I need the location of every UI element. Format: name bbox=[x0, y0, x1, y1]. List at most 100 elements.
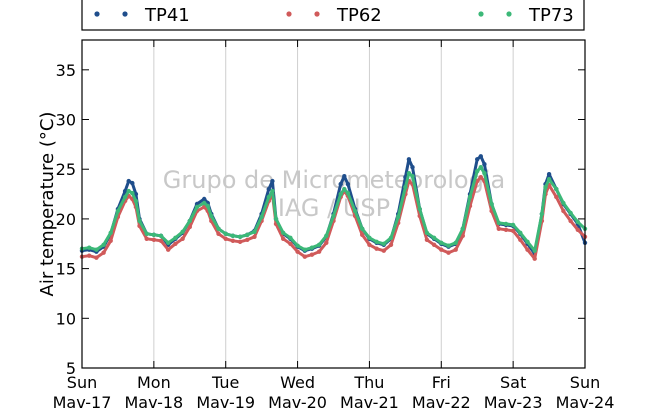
data-point bbox=[575, 227, 580, 232]
data-point bbox=[439, 240, 444, 245]
data-point bbox=[424, 230, 430, 235]
data-point bbox=[202, 200, 207, 206]
data-point bbox=[561, 200, 566, 206]
data-point bbox=[122, 194, 128, 200]
data-point bbox=[302, 254, 307, 259]
data-point bbox=[324, 233, 329, 238]
data-point bbox=[406, 157, 412, 162]
legend-label: TP41 bbox=[144, 5, 190, 26]
data-point bbox=[431, 242, 437, 247]
data-point bbox=[367, 235, 372, 240]
data-point bbox=[288, 241, 293, 246]
data-point bbox=[345, 181, 351, 187]
data-point bbox=[503, 227, 509, 232]
data-point bbox=[496, 220, 501, 226]
data-point bbox=[245, 232, 250, 237]
watermark-line-1: Grupo de Micrometeorologia bbox=[163, 166, 505, 194]
data-point bbox=[546, 172, 552, 177]
data-point bbox=[309, 245, 315, 250]
data-point bbox=[532, 248, 537, 253]
data-point bbox=[331, 213, 336, 219]
y-tick-label: 5 bbox=[66, 359, 76, 378]
data-point bbox=[482, 162, 487, 167]
data-point bbox=[575, 219, 580, 225]
data-point bbox=[381, 241, 386, 246]
data-point bbox=[126, 178, 131, 184]
legend-box bbox=[81, 0, 585, 31]
x-tick-label-day: Tue bbox=[211, 373, 239, 392]
data-point bbox=[180, 229, 185, 234]
data-point bbox=[187, 218, 192, 224]
x-tick-label-date: Mav-24 bbox=[556, 393, 615, 409]
legend-marker bbox=[286, 11, 292, 17]
legend: TP41 TP62 TP73 bbox=[81, 0, 585, 31]
data-point bbox=[94, 255, 99, 260]
data-point bbox=[410, 174, 415, 179]
data-point bbox=[539, 211, 545, 217]
x-tick-label-day: Sat bbox=[500, 373, 526, 392]
legend-label: TP62 bbox=[336, 5, 382, 26]
x-tick-label-date: Mav-20 bbox=[268, 393, 327, 409]
data-point bbox=[367, 242, 372, 247]
x-tick-label-day: Sun bbox=[67, 373, 97, 392]
data-point bbox=[478, 154, 483, 159]
legend-marker bbox=[478, 11, 484, 17]
data-point bbox=[133, 198, 139, 204]
x-tick-label-date: Mav-22 bbox=[412, 393, 471, 409]
x-tick-label-date: Mav-23 bbox=[484, 393, 543, 409]
data-point bbox=[288, 235, 293, 240]
data-point bbox=[252, 229, 257, 234]
data-point bbox=[230, 233, 236, 238]
data-point bbox=[503, 221, 509, 227]
data-point bbox=[216, 231, 221, 236]
data-point bbox=[230, 238, 236, 243]
data-point bbox=[431, 235, 437, 240]
data-point bbox=[381, 248, 386, 253]
x-tick-label-date: Mav-21 bbox=[340, 393, 399, 409]
y-tick-label: 20 bbox=[56, 210, 76, 229]
data-point bbox=[144, 231, 149, 236]
data-point bbox=[309, 252, 315, 257]
data-point bbox=[324, 240, 329, 245]
data-point bbox=[187, 224, 192, 230]
data-point bbox=[237, 234, 243, 239]
data-point bbox=[87, 245, 92, 250]
data-point bbox=[316, 242, 322, 247]
data-point bbox=[166, 247, 171, 252]
data-point bbox=[173, 235, 178, 240]
data-point bbox=[202, 196, 207, 202]
data-point bbox=[388, 235, 394, 240]
data-point bbox=[209, 213, 214, 219]
data-point bbox=[460, 233, 465, 238]
data-point bbox=[424, 237, 430, 242]
data-point bbox=[532, 256, 537, 261]
legend-marker bbox=[94, 11, 100, 17]
data-point bbox=[360, 232, 365, 237]
y-tick-label: 30 bbox=[56, 111, 76, 130]
data-point bbox=[158, 233, 164, 238]
y-axis-title: Air temperature (°C) bbox=[37, 112, 58, 297]
data-point bbox=[302, 247, 307, 252]
data-point bbox=[342, 186, 347, 192]
y-tick-label: 10 bbox=[56, 309, 76, 328]
gridlines bbox=[153, 40, 514, 368]
data-point bbox=[108, 230, 113, 235]
plot-frame bbox=[81, 39, 586, 369]
data-point bbox=[396, 214, 401, 220]
data-point bbox=[202, 204, 207, 210]
y-tick-label: 35 bbox=[56, 61, 76, 80]
data-point bbox=[561, 208, 566, 214]
data-point bbox=[482, 171, 487, 176]
data-point bbox=[130, 190, 135, 196]
data-point bbox=[510, 222, 516, 228]
data-point bbox=[101, 250, 106, 255]
data-point bbox=[554, 194, 559, 200]
data-point bbox=[316, 249, 322, 254]
series-tp73 bbox=[79, 165, 588, 253]
data-point bbox=[166, 240, 171, 245]
data-point bbox=[151, 237, 157, 242]
data-point bbox=[543, 184, 548, 190]
legend-marker bbox=[122, 11, 128, 17]
data-point bbox=[417, 206, 422, 212]
